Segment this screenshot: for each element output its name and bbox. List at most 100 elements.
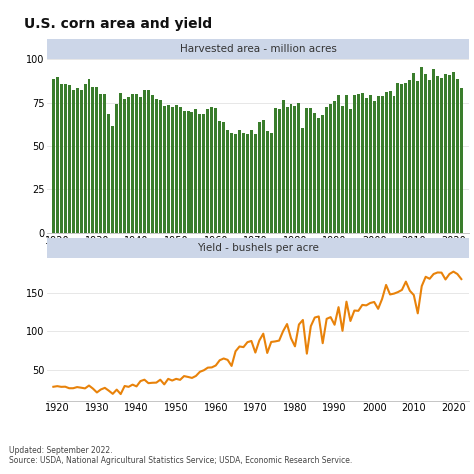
- Bar: [273, 109, 277, 233]
- Bar: [182, 111, 185, 233]
- Bar: [460, 88, 463, 233]
- Bar: [238, 130, 241, 233]
- Bar: [52, 79, 55, 233]
- Bar: [285, 107, 289, 233]
- Bar: [392, 96, 395, 233]
- Bar: [159, 100, 162, 233]
- Bar: [420, 67, 423, 233]
- Text: Updated: September 2022.: Updated: September 2022.: [9, 446, 113, 455]
- Bar: [95, 87, 99, 233]
- Bar: [448, 75, 451, 233]
- Text: U.S. corn area and yield: U.S. corn area and yield: [24, 17, 212, 31]
- Bar: [416, 81, 419, 233]
- Bar: [100, 93, 102, 233]
- Bar: [389, 91, 392, 233]
- Bar: [76, 88, 79, 233]
- Bar: [290, 104, 292, 233]
- Bar: [131, 94, 134, 233]
- Bar: [365, 99, 368, 233]
- Bar: [254, 134, 257, 233]
- Bar: [210, 107, 213, 233]
- Bar: [440, 78, 443, 233]
- Bar: [384, 92, 388, 233]
- Bar: [278, 109, 281, 233]
- Bar: [179, 108, 182, 233]
- Bar: [321, 115, 324, 233]
- Bar: [111, 126, 114, 233]
- Bar: [167, 105, 170, 233]
- Bar: [329, 104, 332, 233]
- Bar: [103, 94, 106, 233]
- Text: Source: USDA, National Agricultural Statistics Service; USDA, Economic Research : Source: USDA, National Agricultural Stat…: [9, 456, 353, 465]
- Bar: [432, 69, 435, 233]
- Bar: [409, 80, 411, 233]
- Bar: [357, 93, 360, 233]
- Bar: [381, 96, 383, 233]
- Bar: [214, 108, 217, 233]
- Bar: [301, 128, 304, 233]
- Bar: [373, 101, 376, 233]
- Bar: [83, 84, 87, 233]
- Bar: [436, 76, 439, 233]
- Bar: [298, 103, 301, 233]
- Bar: [163, 106, 166, 233]
- Bar: [313, 113, 316, 233]
- Bar: [456, 79, 459, 233]
- Bar: [88, 79, 91, 233]
- Bar: [396, 82, 400, 233]
- Bar: [127, 97, 130, 233]
- Bar: [424, 74, 427, 233]
- Bar: [404, 83, 407, 233]
- Bar: [230, 133, 233, 233]
- Bar: [155, 100, 158, 233]
- Bar: [333, 101, 336, 233]
- Bar: [444, 73, 447, 233]
- Bar: [246, 134, 249, 233]
- Bar: [187, 110, 190, 233]
- Bar: [226, 130, 229, 233]
- Bar: [64, 84, 67, 233]
- Bar: [293, 106, 296, 233]
- Bar: [199, 114, 201, 233]
- Bar: [206, 109, 210, 233]
- Bar: [262, 120, 265, 233]
- Bar: [349, 109, 352, 233]
- Bar: [202, 114, 205, 233]
- Bar: [242, 133, 245, 233]
- Bar: [139, 98, 142, 233]
- Bar: [171, 108, 173, 233]
- Bar: [68, 85, 71, 233]
- Bar: [401, 83, 403, 233]
- Bar: [369, 95, 372, 233]
- Text: Yield - bushels per acre: Yield - bushels per acre: [197, 243, 319, 254]
- Bar: [361, 93, 364, 233]
- Bar: [341, 106, 344, 233]
- Bar: [452, 72, 455, 233]
- Text: Harvested area - million acres: Harvested area - million acres: [180, 44, 337, 55]
- Bar: [412, 73, 415, 233]
- Bar: [317, 118, 320, 233]
- Bar: [115, 104, 118, 233]
- Bar: [234, 134, 237, 233]
- Bar: [143, 90, 146, 233]
- Bar: [191, 112, 193, 233]
- Bar: [60, 84, 63, 233]
- Bar: [266, 131, 269, 233]
- Bar: [151, 95, 154, 233]
- Bar: [345, 95, 348, 233]
- Bar: [337, 95, 340, 233]
- Bar: [428, 80, 431, 233]
- Bar: [80, 91, 82, 233]
- Bar: [174, 105, 178, 233]
- Bar: [119, 92, 122, 233]
- Bar: [282, 100, 284, 233]
- Bar: [250, 130, 253, 233]
- Bar: [377, 95, 380, 233]
- Bar: [123, 100, 126, 233]
- Bar: [56, 77, 59, 233]
- Bar: [270, 133, 273, 233]
- Bar: [194, 109, 198, 233]
- Bar: [222, 122, 225, 233]
- Bar: [310, 108, 312, 233]
- Bar: [258, 121, 261, 233]
